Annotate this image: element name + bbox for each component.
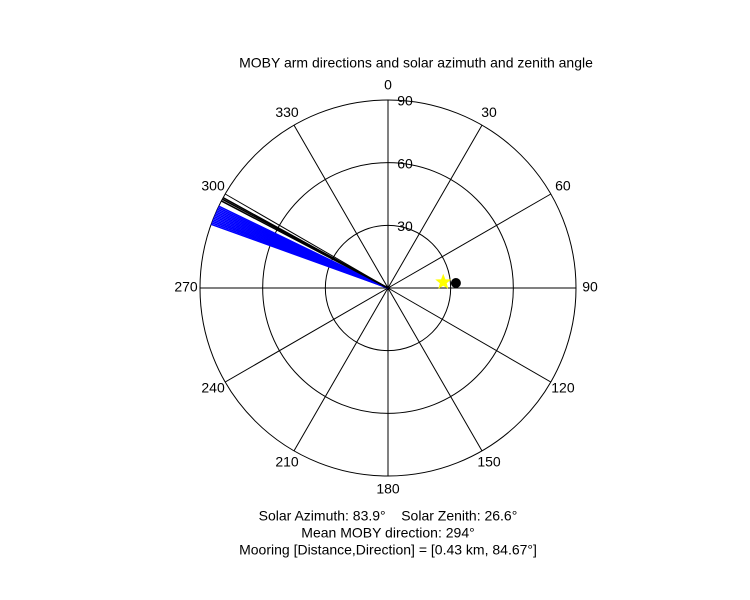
spoke [224, 287, 389, 383]
spoke [387, 287, 552, 383]
ring [262, 162, 514, 414]
direction-line [222, 197, 389, 289]
theta-tick-label: 210 [275, 454, 299, 470]
spoke [387, 287, 483, 452]
direction-line [218, 205, 389, 289]
theta-tick-label: 240 [201, 380, 225, 396]
mooring-marker [450, 278, 461, 289]
caption: Mean MOBY direction: 294° [301, 525, 474, 541]
theta-tick-label: 180 [376, 481, 400, 497]
theta-tick-label: 0 [384, 77, 392, 93]
sun-marker [435, 273, 452, 289]
theta-tick-label: 90 [582, 279, 598, 295]
theta-tick-label: 120 [551, 380, 575, 396]
theta-tick-label: 150 [477, 454, 501, 470]
r-tick-label: 30 [397, 218, 413, 234]
spoke [293, 124, 389, 289]
spoke [387, 193, 552, 289]
chart-title: MOBY arm directions and solar azimuth an… [239, 55, 593, 71]
ring [324, 224, 452, 352]
caption: Solar Azimuth: 83.9° Solar Zenith: 26.6° [259, 508, 518, 524]
theta-tick-label: 270 [174, 279, 198, 295]
theta-tick-label: 60 [555, 178, 571, 194]
r-tick-label: 60 [397, 155, 413, 171]
theta-tick-label: 330 [275, 104, 299, 120]
ring [199, 99, 577, 477]
r-tick-label: 90 [397, 93, 413, 109]
spoke [293, 287, 389, 452]
spoke [387, 124, 483, 289]
theta-tick-label: 30 [481, 104, 497, 120]
caption: Mooring [Distance,Direction] = [0.43 km,… [239, 542, 537, 558]
theta-tick-label: 300 [201, 178, 225, 194]
